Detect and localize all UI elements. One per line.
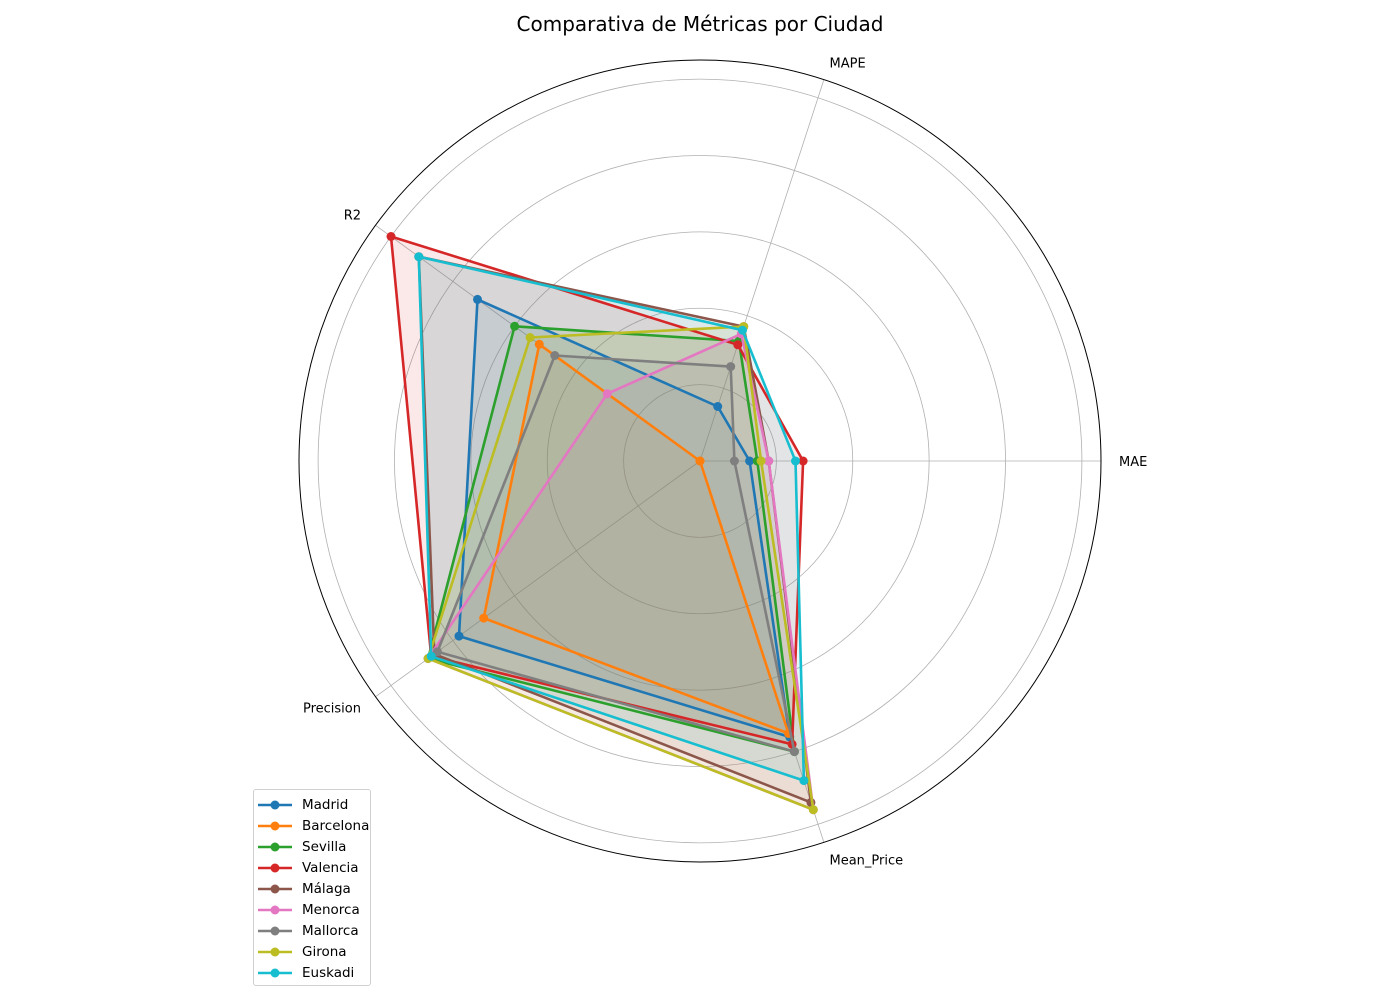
legend-swatch bbox=[258, 842, 292, 851]
data-point bbox=[550, 351, 560, 360]
data-point bbox=[695, 456, 705, 466]
legend-swatch bbox=[258, 800, 292, 809]
data-point bbox=[426, 651, 436, 661]
data-point bbox=[799, 776, 809, 786]
legend-item: Menorca bbox=[254, 899, 370, 920]
series-fill bbox=[459, 299, 790, 737]
legend-label: Menorca bbox=[302, 901, 360, 918]
legend-label: Girona bbox=[302, 943, 347, 960]
series-fill bbox=[437, 355, 795, 752]
data-point bbox=[454, 631, 464, 641]
data-point bbox=[713, 402, 723, 411]
axis-label: Precision bbox=[303, 701, 361, 716]
series-fills bbox=[391, 236, 814, 810]
legend-item: Euskadi bbox=[254, 962, 370, 983]
legend-label: Euskadi bbox=[302, 964, 355, 981]
legend-label: Valencia bbox=[302, 859, 359, 876]
axis-label: R2 bbox=[344, 209, 361, 224]
legend-label: Sevilla bbox=[302, 838, 347, 855]
legend-swatch bbox=[258, 863, 292, 872]
chart-title: Comparativa de Métricas por Ciudad bbox=[516, 12, 884, 36]
legend-swatch bbox=[258, 947, 292, 956]
legend-item: Barcelona bbox=[254, 815, 370, 836]
legend-swatch bbox=[258, 926, 292, 935]
data-point bbox=[808, 805, 818, 815]
axis-label: MAPE bbox=[830, 57, 866, 72]
data-point bbox=[789, 747, 799, 757]
axis-label: Mean_Price bbox=[830, 854, 904, 869]
legend-swatch bbox=[258, 905, 292, 914]
data-point bbox=[745, 456, 755, 466]
legend-label: Málaga bbox=[302, 880, 351, 897]
data-point bbox=[510, 321, 520, 331]
data-point bbox=[602, 389, 612, 399]
axis-label: MAE bbox=[1119, 455, 1147, 470]
data-point bbox=[534, 339, 544, 349]
data-point bbox=[473, 294, 482, 304]
legend-item: Valencia bbox=[254, 857, 370, 878]
legend-item: Mallorca bbox=[254, 920, 370, 941]
series-line bbox=[417, 255, 806, 782]
data-point bbox=[479, 613, 489, 623]
legend-swatch bbox=[258, 884, 292, 893]
series-fill bbox=[483, 344, 789, 734]
data-point bbox=[386, 232, 396, 241]
data-point bbox=[738, 325, 747, 335]
legend-item: Girona bbox=[254, 941, 370, 962]
data-point bbox=[733, 340, 743, 350]
data-point bbox=[414, 252, 424, 262]
data-point bbox=[432, 647, 442, 657]
data-point bbox=[798, 456, 808, 466]
legend-swatch bbox=[258, 821, 292, 830]
legend-label: Barcelona bbox=[302, 817, 370, 834]
data-point bbox=[525, 333, 535, 342]
legend-item: Málaga bbox=[254, 878, 370, 899]
legend: Madrid Barcelona Sevilla Valencia Málaga Meno… bbox=[253, 789, 371, 986]
axis-labels: MAE MAPE R2 Precision Mean_Price bbox=[303, 57, 1147, 869]
series-line bbox=[426, 324, 796, 753]
data-point bbox=[726, 362, 736, 372]
series-fill bbox=[418, 256, 811, 803]
series-line bbox=[436, 354, 796, 753]
series-fill bbox=[428, 326, 795, 752]
data-point bbox=[729, 456, 739, 466]
legend-item: Madrid bbox=[254, 794, 370, 815]
legend-label: Madrid bbox=[302, 796, 349, 813]
series-lines bbox=[386, 232, 818, 815]
series-line bbox=[426, 325, 815, 812]
data-point bbox=[764, 456, 774, 466]
legend-label: Mallorca bbox=[302, 922, 359, 939]
data-point bbox=[791, 456, 800, 466]
legend-swatch bbox=[258, 968, 292, 977]
legend-item: Sevilla bbox=[254, 836, 370, 857]
outer-frame bbox=[298, 59, 1102, 863]
data-point bbox=[756, 456, 766, 466]
grid-spoke bbox=[699, 79, 825, 462]
